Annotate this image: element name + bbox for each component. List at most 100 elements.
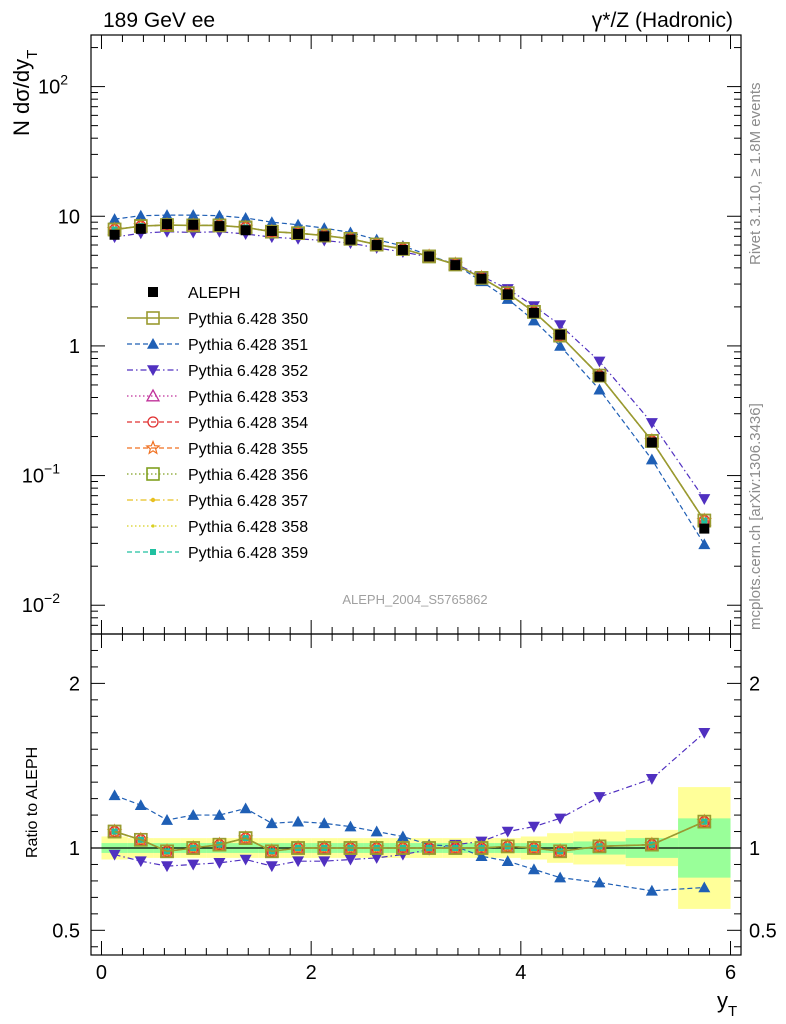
ratio-marker-351 bbox=[554, 871, 567, 883]
ratio-axis-title: Ratio to ALEPH bbox=[24, 747, 41, 858]
y-tick-label: 10−1 bbox=[22, 461, 60, 488]
ratio-marker-350 bbox=[474, 841, 489, 855]
marker-351 bbox=[527, 314, 540, 326]
ratio-marker-352 bbox=[213, 858, 226, 869]
ratio-marker-350 bbox=[527, 841, 541, 855]
ratio-marker-350 bbox=[369, 841, 384, 855]
ratio-marker-350 bbox=[553, 844, 567, 859]
data-point bbox=[646, 437, 657, 448]
x-tick-label: 0 bbox=[96, 962, 107, 984]
marker-351 bbox=[554, 339, 567, 351]
legend-label-355: Pythia 6.428 355 bbox=[188, 441, 308, 458]
marker-352 bbox=[698, 494, 711, 505]
ratio-marker-351 bbox=[593, 876, 606, 888]
ratio-marker-351 bbox=[187, 809, 200, 820]
marker-351 bbox=[213, 209, 226, 221]
marker-359 bbox=[111, 226, 118, 233]
ratio-marker-351 bbox=[292, 815, 305, 827]
legend-label-356: Pythia 6.428 356 bbox=[188, 467, 308, 484]
marker-351 bbox=[108, 213, 121, 224]
marker-350 bbox=[160, 218, 174, 232]
ratio-marker-351 bbox=[698, 881, 711, 893]
marker-351 bbox=[593, 383, 606, 395]
legend-marker-353 bbox=[145, 388, 161, 402]
ratio-marker-351 bbox=[645, 884, 658, 896]
y-tick-label: 10−2 bbox=[22, 590, 60, 617]
marker-350 bbox=[369, 237, 384, 252]
ratio-marker-350 bbox=[343, 841, 358, 855]
ratio-y-tick-label: 0.5 bbox=[52, 920, 80, 942]
ratio-marker-351 bbox=[370, 825, 383, 837]
x-axis-title: yT bbox=[717, 988, 737, 1020]
data-point bbox=[424, 251, 435, 262]
x-tick-label: 2 bbox=[306, 962, 317, 984]
x-tick-label: 4 bbox=[515, 962, 526, 984]
marker-350 bbox=[448, 257, 463, 272]
legend-marker-351 bbox=[147, 338, 159, 349]
x-tick-label: 6 bbox=[725, 962, 736, 984]
marker-351 bbox=[239, 211, 252, 223]
ratio-marker-352 bbox=[698, 727, 711, 739]
marker-351 bbox=[161, 209, 174, 220]
data-point bbox=[476, 273, 487, 284]
ratio-marker-351 bbox=[501, 855, 514, 866]
ratio-marker-350 bbox=[107, 824, 122, 839]
marker-350 bbox=[291, 226, 305, 241]
legend-marker-357 bbox=[150, 497, 156, 503]
data-point bbox=[345, 234, 356, 245]
ratio-marker-352 bbox=[645, 774, 658, 785]
y-tick-label: 1 bbox=[69, 336, 80, 358]
ratio-marker-350 bbox=[448, 841, 463, 855]
ratio-marker-351 bbox=[318, 817, 331, 829]
marker-352 bbox=[593, 356, 606, 368]
ratio-y-tick-label-right: 1 bbox=[749, 838, 760, 860]
ratio-marker-350 bbox=[396, 841, 410, 855]
header-left-title: 189 GeV ee bbox=[103, 9, 215, 32]
ratio-y-tick-label-right: 2 bbox=[749, 673, 760, 695]
ratio-marker-352 bbox=[527, 821, 540, 833]
y-axis-title: N dσ/dyT bbox=[9, 50, 41, 136]
ratio-y-tick-label: 2 bbox=[69, 673, 80, 695]
marker-350 bbox=[212, 218, 227, 233]
ratio-marker-352 bbox=[292, 856, 305, 868]
ratio-marker-352 bbox=[554, 813, 567, 825]
legend-marker-359 bbox=[150, 549, 156, 555]
data-point bbox=[162, 219, 173, 230]
ratio-y-tick-label: 1 bbox=[69, 838, 80, 860]
marker-352 bbox=[554, 320, 567, 331]
data-point bbox=[319, 231, 330, 242]
series-line-352 bbox=[114, 231, 705, 500]
legend-marker-358 bbox=[151, 524, 155, 528]
ratio-marker-351 bbox=[396, 830, 409, 842]
marker-350 bbox=[265, 224, 279, 239]
legend-label-data: ALEPH bbox=[188, 285, 240, 302]
ratio-marker-352 bbox=[593, 792, 606, 803]
legend-marker-data bbox=[148, 287, 158, 297]
data-point bbox=[214, 221, 225, 232]
ratio-marker-350 bbox=[212, 837, 227, 852]
ratio-marker-352 bbox=[265, 861, 278, 873]
y-tick-label: 10 bbox=[58, 206, 80, 228]
ratio-marker-352 bbox=[161, 861, 174, 873]
marker-350 bbox=[317, 228, 332, 243]
legend-label-351: Pythia 6.428 351 bbox=[188, 337, 308, 354]
data-point bbox=[502, 289, 513, 300]
marker-351 bbox=[134, 209, 147, 221]
ratio-marker-351 bbox=[475, 850, 488, 862]
marker-350 bbox=[527, 305, 541, 319]
marker-350 bbox=[422, 249, 436, 264]
legend-label-353: Pythia 6.428 353 bbox=[188, 389, 308, 406]
ratio-marker-352 bbox=[318, 856, 331, 868]
data-point bbox=[528, 307, 539, 318]
data-point bbox=[450, 260, 461, 271]
ratio-y-tick-label-right: 0.5 bbox=[749, 920, 777, 942]
ratio-marker-351 bbox=[108, 789, 121, 801]
ratio-marker-350 bbox=[422, 841, 436, 855]
marker-350 bbox=[592, 368, 607, 383]
ratio-marker-350 bbox=[697, 814, 712, 829]
marker-351 bbox=[698, 538, 711, 550]
marker-350 bbox=[343, 232, 358, 246]
marker-351 bbox=[645, 453, 658, 465]
